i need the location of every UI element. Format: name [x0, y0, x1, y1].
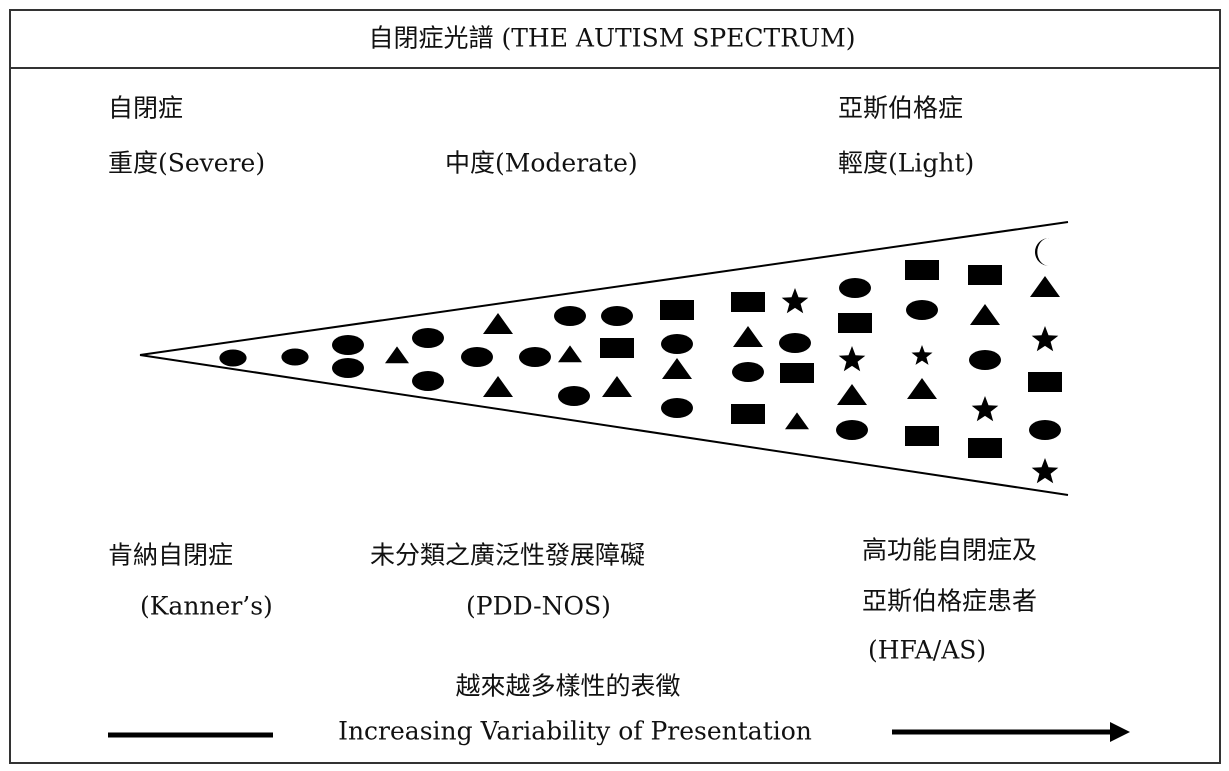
title: 自閉症光譜 (THE AUTISM SPECTRUM) [369, 24, 856, 53]
triangle-shape [483, 313, 513, 334]
triangle-shape [837, 384, 867, 405]
bottom-label: 肯納自閉症 [108, 541, 233, 570]
ellipse-shape [839, 278, 871, 298]
ellipse-shape [661, 334, 693, 354]
ellipse-shape [219, 349, 247, 367]
top-label: 輕度(Light) [838, 149, 974, 178]
ellipse-shape [332, 358, 364, 378]
rect-shape [731, 292, 765, 312]
triangle-shape [907, 378, 937, 399]
rect-shape [1028, 372, 1062, 392]
rect-shape [660, 300, 694, 320]
shape-group [219, 238, 1062, 484]
bottom-label: (HFA/AS) [868, 636, 986, 665]
triangle-shape [558, 345, 582, 363]
star-shape [838, 346, 866, 372]
rect-shape [731, 404, 765, 424]
star-shape [1031, 458, 1059, 484]
top-label: 自閉症 [108, 94, 183, 123]
rect-shape [968, 438, 1002, 458]
rect-shape [905, 426, 939, 446]
triangle-shape [970, 304, 1000, 325]
variability-english: Increasing Variability of Presentation [338, 717, 812, 746]
triangle-shape [1030, 276, 1060, 297]
triangle-shape [602, 376, 632, 397]
triangle-shape [733, 326, 763, 347]
ellipse-shape [1029, 420, 1061, 440]
rect-shape [780, 363, 814, 383]
variability-chinese: 越來越多樣性的表徵 [455, 672, 680, 701]
ellipse-shape [601, 306, 633, 326]
crescent-shape [1035, 238, 1049, 266]
triangle-shape [385, 346, 409, 364]
bottom-label: (PDD-NOS) [466, 592, 611, 621]
ellipse-shape [836, 420, 868, 440]
bottom-label: 高功能自閉症及 [862, 536, 1037, 565]
rect-shape [838, 313, 872, 333]
ellipse-shape [661, 398, 693, 418]
star-shape [781, 288, 809, 314]
ellipse-shape [519, 347, 551, 367]
ellipse-shape [554, 306, 586, 326]
spectrum-edge [139, 354, 1069, 496]
bottom-label: 未分類之廣泛性發展障礙 [370, 541, 645, 570]
ellipse-shape [412, 328, 444, 348]
ellipse-shape [906, 300, 938, 320]
ellipse-shape [558, 386, 590, 406]
star-shape [911, 345, 933, 365]
star-shape [971, 396, 999, 422]
ellipse-shape [969, 350, 1001, 370]
bottom-label: 亞斯伯格症患者 [862, 587, 1037, 616]
spectrum-edge [139, 221, 1069, 356]
ellipse-shape [281, 348, 309, 366]
triangle-shape [662, 358, 692, 379]
arrow-head [1110, 722, 1130, 742]
triangle-shape [785, 412, 809, 430]
rect-shape [905, 260, 939, 280]
ellipse-shape [779, 333, 811, 353]
ellipse-shape [732, 362, 764, 382]
ellipse-shape [332, 335, 364, 355]
top-label: 中度(Moderate) [445, 149, 638, 178]
top-label: 重度(Severe) [108, 149, 265, 178]
ellipse-shape [412, 371, 444, 391]
star-shape [1031, 326, 1059, 352]
rect-shape [600, 338, 634, 358]
top-label: 亞斯伯格症 [838, 94, 963, 123]
ellipse-shape [461, 347, 493, 367]
bottom-label: (Kanner’s) [140, 592, 273, 621]
triangle-shape [483, 376, 513, 397]
rect-shape [968, 265, 1002, 285]
